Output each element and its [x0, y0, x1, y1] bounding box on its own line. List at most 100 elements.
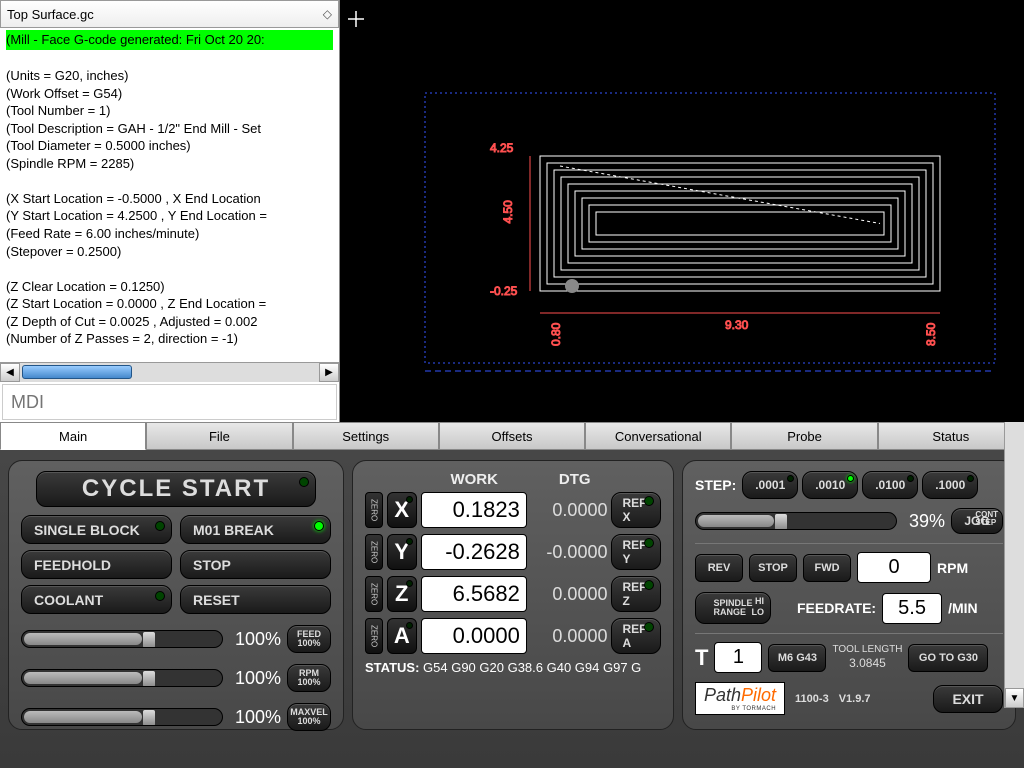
cycle-start-button[interactable]: CYCLE START: [36, 471, 316, 507]
gcode-line: [6, 172, 333, 190]
step-2-button[interactable]: .0100: [862, 471, 918, 499]
zero-X-button[interactable]: ZERO: [365, 492, 383, 528]
step-0-button[interactable]: .0001: [742, 471, 798, 499]
gcode-line: (Tool Description = GAH - 1/2" End Mill …: [6, 120, 333, 138]
work-Z[interactable]: 6.5682: [421, 576, 527, 612]
override-reset-2[interactable]: MAXVEL100%: [287, 703, 331, 731]
zero-Y-button[interactable]: ZERO: [365, 534, 383, 570]
feedrate-value[interactable]: 5.5: [882, 593, 942, 624]
dtg-Y: -0.0000: [531, 542, 608, 563]
gcode-listing: (Mill - Face G-code generated: Fri Oct 2…: [0, 28, 339, 362]
led-icon: [644, 580, 654, 590]
axis-Y-label: Y: [387, 534, 417, 570]
feedhold-button[interactable]: FEEDHOLD: [21, 550, 172, 579]
coolant-button[interactable]: COOLANT: [21, 585, 172, 614]
status-codes: G54 G90 G20 G38.6 G40 G94 G97 G: [423, 660, 641, 675]
work-Y[interactable]: -0.2628: [421, 534, 527, 570]
rpm-value[interactable]: 0: [857, 552, 931, 583]
single-block-button[interactable]: SINGLE BLOCK: [21, 515, 172, 544]
spindle-rev-button[interactable]: REV: [695, 554, 743, 582]
step-1-button[interactable]: .0010: [802, 471, 858, 499]
left-panel: CYCLE START SINGLE BLOCK M01 BREAK FEEDHOL…: [8, 460, 344, 730]
status-label: STATUS:: [365, 660, 419, 675]
led-icon: [155, 591, 165, 601]
led-icon: [907, 475, 914, 482]
override-reset-1[interactable]: RPM100%: [287, 664, 331, 692]
jog-slider[interactable]: [695, 512, 897, 530]
work-X[interactable]: 0.1823: [421, 492, 527, 528]
dtg-Z: 0.0000: [531, 584, 608, 605]
gcode-line: (Z Start Location = 0.0000 , Z End Locat…: [6, 295, 333, 313]
stop-button[interactable]: STOP: [180, 550, 331, 579]
reset-button[interactable]: RESET: [180, 585, 331, 614]
ref-X-button[interactable]: REF X: [611, 492, 661, 528]
zero-A-button[interactable]: ZERO: [365, 618, 383, 654]
spindle-stop-button[interactable]: STOP: [749, 554, 797, 582]
led-icon: [644, 622, 654, 632]
svg-text:8.50: 8.50: [924, 322, 938, 346]
zero-Z-button[interactable]: ZERO: [365, 576, 383, 612]
tool-length-label: TOOL LENGTH: [832, 644, 902, 656]
gcode-line: (Work Offset = G54): [6, 85, 333, 103]
dtg-A: 0.0000: [531, 626, 608, 647]
gcode-line: (Spindle RPM = 2285): [6, 155, 333, 173]
machine-id: 1100-3: [795, 693, 829, 705]
gcode-line: (Z Depth of Cut = 0.0025 , Adjusted = 0.…: [6, 313, 333, 331]
gcode-line: (Y Start Location = 4.2500 , Y End Locat…: [6, 207, 333, 225]
override-reset-0[interactable]: FEED100%: [287, 625, 331, 653]
led-icon: [644, 538, 654, 548]
m01-break-button[interactable]: M01 BREAK: [180, 515, 331, 544]
tab-file[interactable]: File: [146, 422, 292, 450]
led-icon: [155, 521, 165, 531]
tab-main[interactable]: Main: [0, 422, 146, 450]
m6-g43-button[interactable]: M6 G43: [768, 644, 826, 672]
dtg-header: DTG: [559, 471, 591, 488]
spindle-range-button[interactable]: SPINDLE RANGE HILO: [695, 592, 771, 624]
tab-status[interactable]: Status: [878, 422, 1024, 450]
svg-text:0.80: 0.80: [549, 322, 563, 346]
ref-A-button[interactable]: REF A: [611, 618, 661, 654]
override-slider-1[interactable]: [21, 669, 223, 687]
exit-button[interactable]: EXIT: [933, 685, 1003, 713]
mdi-input[interactable]: [2, 384, 337, 420]
step-3-button[interactable]: .1000: [922, 471, 978, 499]
file-name: Top Surface.gc: [7, 7, 94, 22]
dtg-X: 0.0000: [531, 500, 608, 521]
right-panel: STEP: .0001.0010.0100.1000 39% JOG CONTS…: [682, 460, 1016, 730]
ref-Y-button[interactable]: REF Y: [611, 534, 661, 570]
gcode-line: (Mill - Face G-code generated: Fri Oct 2…: [6, 30, 333, 50]
work-header: WORK: [450, 471, 498, 488]
file-selector[interactable]: Top Surface.gc: [0, 0, 339, 28]
scroll-down-arrow[interactable]: ▼: [1005, 688, 1024, 708]
scroll-left-arrow[interactable]: ◀: [0, 363, 20, 382]
feedrate-unit: /MIN: [948, 600, 978, 616]
override-slider-2[interactable]: [21, 708, 223, 726]
tab-offsets[interactable]: Offsets: [439, 422, 585, 450]
gcode-line: (Z Clear Location = 0.1250): [6, 278, 333, 296]
toolpath-viewport[interactable]: 4.25-0.254.509.300.808.50: [340, 0, 1024, 422]
tool-length-value: 3.0845: [832, 656, 902, 670]
version-label: V1.9.7: [839, 693, 871, 705]
dro-panel: WORK DTG ZEROX0.18230.0000REF XZEROY-0.2…: [352, 460, 674, 730]
h-scrollbar[interactable]: ◀ ▶: [0, 362, 339, 382]
led-icon: [314, 521, 324, 531]
tab-settings[interactable]: Settings: [293, 422, 439, 450]
svg-text:4.50: 4.50: [501, 200, 515, 224]
goto-g30-button[interactable]: GO TO G30: [908, 644, 988, 672]
gcode-line: (Stepover = 0.2500): [6, 243, 333, 261]
work-A[interactable]: 0.0000: [421, 618, 527, 654]
h-scroll-thumb[interactable]: [22, 365, 132, 379]
axis-Z-label: Z: [387, 576, 417, 612]
tool-number[interactable]: 1: [714, 642, 762, 673]
tab-conversational[interactable]: Conversational: [585, 422, 731, 450]
spindle-fwd-button[interactable]: FWD: [803, 554, 851, 582]
gcode-line: [6, 260, 333, 278]
ref-Z-button[interactable]: REF Z: [611, 576, 661, 612]
led-icon: [644, 496, 654, 506]
gcode-line: [6, 50, 333, 68]
override-slider-0[interactable]: [21, 630, 223, 648]
jog-mode-button[interactable]: JOG CONTSTEP: [951, 508, 1003, 534]
scroll-right-arrow[interactable]: ▶: [319, 363, 339, 382]
tab-probe[interactable]: Probe: [731, 422, 877, 450]
tab-bar: MainFileSettingsOffsetsConversationalPro…: [0, 422, 1024, 450]
